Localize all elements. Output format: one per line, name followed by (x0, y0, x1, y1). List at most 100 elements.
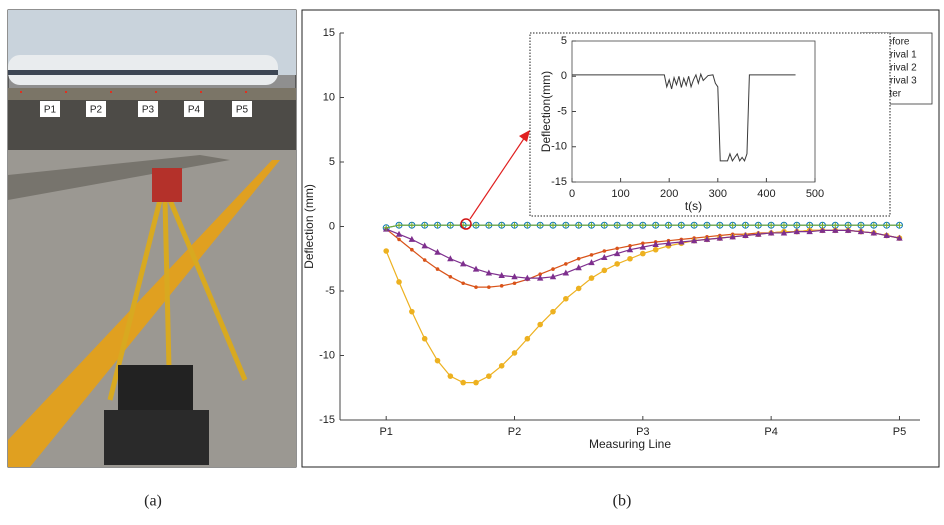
point (408, 235, 416, 242)
x-tick-label: 300 (709, 188, 727, 200)
point (678, 222, 685, 229)
marker-label-box (232, 101, 252, 117)
x-tick-label: 500 (806, 188, 824, 200)
point (396, 222, 403, 229)
point (614, 261, 620, 267)
point (473, 222, 480, 229)
x-axis-label: t(s) (685, 199, 702, 213)
photo (7, 9, 297, 468)
y-tick-label: -5 (325, 285, 335, 297)
point (564, 262, 568, 266)
laptop-screen (118, 365, 193, 415)
point (447, 255, 454, 262)
point (550, 308, 556, 315)
platform-edge (8, 155, 230, 200)
point (755, 222, 762, 229)
point (780, 229, 788, 236)
point (742, 232, 749, 239)
point (780, 222, 787, 229)
inset-frame (529, 32, 891, 217)
point (601, 267, 608, 274)
point (434, 222, 441, 229)
point (461, 281, 465, 286)
y-tick-label: 5 (329, 156, 335, 168)
point (511, 222, 518, 229)
point (575, 264, 582, 271)
marker-label-box (86, 101, 106, 117)
point (819, 222, 826, 229)
x-tick-label: 200 (660, 188, 678, 200)
point (486, 373, 492, 379)
point (588, 259, 595, 266)
point (409, 308, 415, 315)
legend-label: Arrival 1 (880, 50, 917, 61)
x-tick-label: P2 (508, 426, 521, 438)
y-tick-label: -10 (319, 349, 335, 361)
point (474, 285, 478, 289)
point (422, 258, 427, 262)
point (421, 222, 428, 229)
point (421, 242, 428, 249)
y-tick-label: 0 (561, 70, 567, 82)
point (844, 226, 852, 233)
point (575, 285, 582, 292)
point (613, 250, 621, 257)
point (524, 335, 531, 342)
point (538, 272, 542, 277)
marker-label: P3 (142, 105, 155, 116)
point (536, 274, 544, 281)
x-tick-label: P3 (636, 426, 649, 438)
marker-label-box (40, 101, 60, 117)
point (614, 222, 621, 229)
point (615, 246, 619, 251)
point (845, 222, 852, 229)
point (870, 229, 878, 236)
point (627, 222, 633, 229)
x-axis-label: Measuring Line (589, 437, 671, 451)
x-tick-label: 100 (611, 188, 629, 200)
point (690, 237, 698, 244)
point (537, 222, 544, 229)
point (883, 232, 890, 239)
marker-label: P4 (188, 105, 201, 116)
point (383, 224, 390, 231)
point (857, 228, 865, 235)
point (383, 248, 389, 254)
y-tick-label: -15 (319, 414, 335, 426)
point (628, 244, 632, 248)
point (485, 269, 493, 276)
point (641, 241, 645, 246)
point (626, 246, 634, 253)
point (652, 241, 659, 248)
point (434, 248, 441, 255)
bridge-deck (8, 88, 296, 100)
point (421, 335, 428, 342)
point (883, 222, 890, 229)
legend-label: After (880, 89, 902, 100)
point (768, 222, 775, 229)
x-tick-label: 400 (757, 188, 775, 200)
point (729, 222, 736, 229)
point (639, 243, 647, 250)
point (589, 253, 594, 257)
y-tick-label: -5 (557, 105, 567, 117)
point (562, 269, 570, 276)
point (524, 222, 531, 229)
point (511, 273, 518, 280)
marker-label: P2 (90, 105, 103, 116)
point (678, 238, 685, 245)
y-tick-label: -10 (551, 141, 567, 153)
legend-label: Before (880, 37, 910, 48)
laptop-base (104, 410, 209, 465)
series-line (572, 72, 796, 162)
point (487, 285, 491, 289)
point (511, 350, 518, 356)
point (395, 230, 403, 237)
point (588, 275, 595, 281)
point (551, 267, 555, 271)
point (410, 247, 414, 252)
point (460, 379, 466, 386)
point (563, 295, 569, 302)
point (870, 222, 877, 229)
